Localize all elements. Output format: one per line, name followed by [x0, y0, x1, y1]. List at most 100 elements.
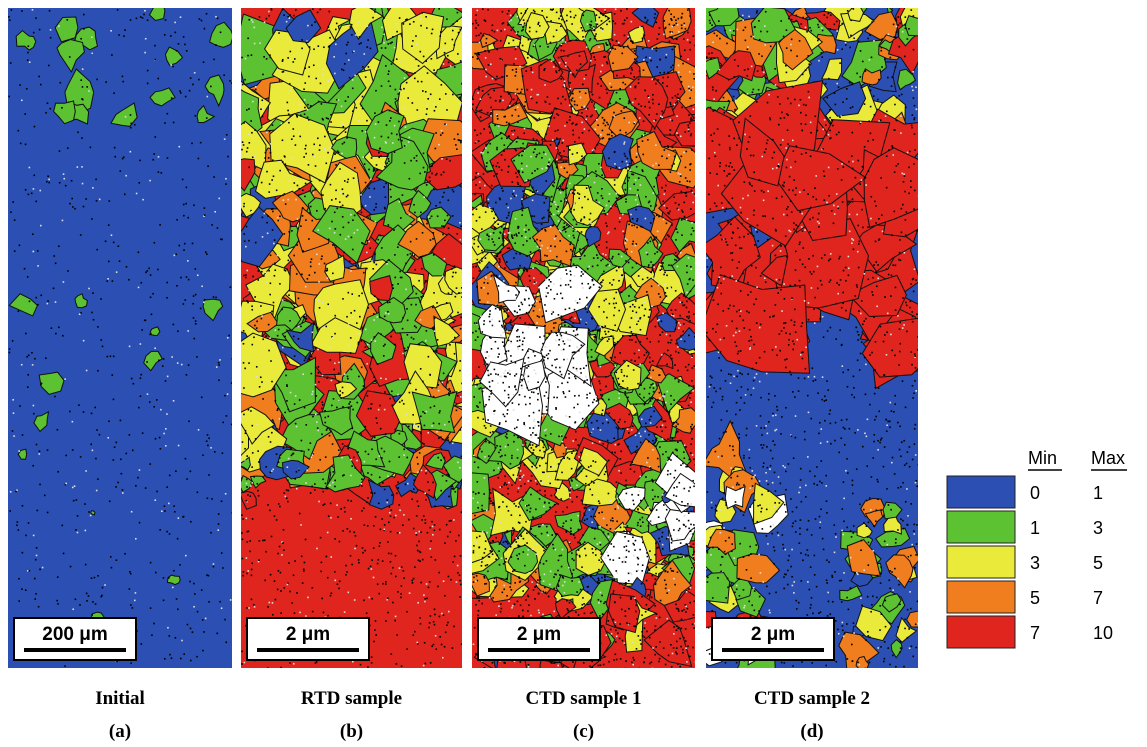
speckle [361, 293, 363, 295]
speckle [626, 161, 628, 163]
speckle [367, 497, 369, 499]
speckle [282, 139, 284, 141]
speckle [426, 583, 428, 585]
speckle [351, 34, 353, 36]
speckle [676, 255, 678, 257]
speckle [635, 605, 637, 607]
speckle [414, 325, 416, 327]
speckle [586, 365, 588, 367]
speckle [258, 270, 260, 272]
speckle [425, 60, 427, 62]
speckle [440, 436, 442, 438]
speckle [423, 153, 425, 155]
speckle [391, 653, 393, 655]
speckle [634, 626, 636, 628]
speckle [298, 338, 300, 340]
speckle [656, 22, 658, 24]
speckle [353, 531, 355, 533]
speckle [515, 389, 517, 391]
speckle [330, 347, 332, 349]
speckle [595, 171, 597, 173]
speckle [259, 42, 261, 44]
speckle [318, 45, 320, 47]
speckle [675, 290, 677, 292]
speckle [423, 515, 425, 517]
speckle [397, 283, 399, 285]
speckle [266, 171, 268, 173]
speckle [668, 589, 670, 591]
speckle [443, 225, 445, 227]
speckle [607, 264, 609, 266]
speckle [565, 396, 567, 398]
speckle [346, 44, 348, 46]
speckle [80, 456, 82, 458]
speckle [340, 508, 342, 510]
speckle [410, 383, 412, 385]
speckle [344, 193, 346, 195]
speckle [629, 327, 631, 329]
speckle [354, 467, 356, 469]
speckle [292, 453, 294, 455]
speckle [558, 18, 560, 20]
speckle [485, 147, 487, 149]
speckle [438, 390, 440, 392]
speckle [623, 75, 625, 77]
speckle [58, 25, 60, 27]
speckle [456, 233, 458, 235]
speckle [263, 275, 265, 277]
speckle [135, 538, 137, 540]
speckle [428, 216, 430, 218]
speckle [455, 296, 457, 298]
speckle [560, 192, 562, 194]
speckle [374, 11, 376, 13]
speckle [612, 329, 614, 331]
speckle [428, 587, 430, 589]
speckle [583, 367, 585, 369]
speckle [283, 199, 285, 201]
speckle [640, 341, 642, 343]
speckle [167, 157, 169, 159]
speckle [536, 102, 538, 104]
speckle [113, 399, 115, 401]
speckle [315, 384, 317, 386]
speckle [434, 624, 436, 626]
speckle [454, 138, 456, 140]
speckle [318, 501, 320, 503]
speckle [287, 16, 289, 18]
speckle [410, 253, 412, 255]
speckle [412, 102, 414, 104]
speckle [35, 17, 37, 19]
speckle [364, 550, 366, 552]
speckle [641, 583, 643, 585]
speckle [624, 500, 626, 502]
speckle [483, 493, 485, 495]
speckle [459, 467, 461, 469]
speckle [144, 52, 146, 54]
speckle [302, 189, 304, 191]
speckle [687, 39, 689, 41]
speckle [666, 334, 668, 336]
speckle [627, 446, 629, 448]
speckle [592, 150, 594, 152]
speckle [661, 321, 663, 323]
speckle [108, 420, 110, 422]
speckle [474, 627, 476, 629]
speckle [687, 186, 689, 188]
speckle [576, 114, 578, 116]
speckle [252, 452, 254, 454]
speckle [29, 61, 31, 63]
speckle [279, 457, 281, 459]
speckle [350, 500, 352, 502]
speckle [99, 199, 101, 201]
speckle [553, 397, 555, 399]
speckle [492, 208, 494, 210]
speckle [490, 112, 492, 114]
speckle [319, 180, 321, 182]
speckle [484, 552, 486, 554]
speckle [279, 283, 281, 285]
speckle [526, 271, 528, 273]
speckle [503, 280, 505, 282]
speckle [501, 154, 503, 156]
speckle [683, 152, 685, 154]
speckle [685, 167, 687, 169]
